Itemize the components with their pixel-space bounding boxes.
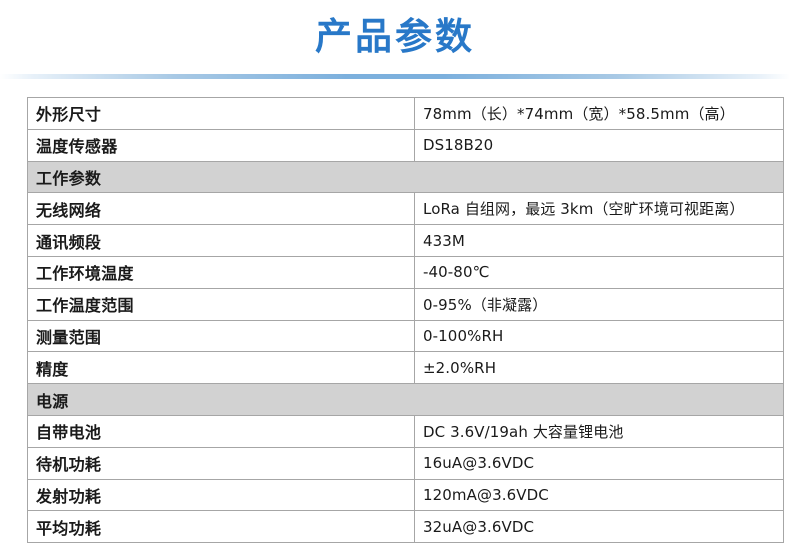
page-title: 产品参数	[315, 15, 475, 58]
spec-row-label: 发射功耗	[27, 478, 415, 512]
spec-table-row: 自带电池 DC 3.6V/19ah 大容量锂电池	[27, 414, 784, 448]
spec-table-row: 平均功耗 32uA@3.6VDC	[27, 510, 784, 543]
spec-table-container: 外形尺寸 78mm（长）*74mm（宽）*58.5mm（高） 温度传感器 DS18B2…	[27, 97, 784, 543]
spec-section-row: 工作参数	[27, 160, 784, 194]
spec-row-value: LoRa 自组网，最远 3km（空旷环境可视距离）	[414, 192, 784, 226]
spec-table-row: 待机功耗 16uA@3.6VDC	[27, 446, 784, 480]
spec-row-label: 平均功耗	[27, 510, 415, 543]
spec-row-value: 433M	[414, 224, 784, 257]
spec-table-row: 温度传感器 DS18B20	[27, 128, 784, 162]
spec-row-value: -40-80℃	[414, 255, 784, 289]
spec-table: 外形尺寸 78mm（长）*74mm（宽）*58.5mm（高） 温度传感器 DS18B2…	[27, 97, 784, 543]
spec-row-label: 待机功耗	[27, 446, 415, 480]
spec-row-label: 工作环境温度	[27, 255, 415, 289]
spec-table-row: 发射功耗 120mA@3.6VDC	[27, 478, 784, 512]
spec-table-row: 外形尺寸 78mm（长）*74mm（宽）*58.5mm（高）	[27, 97, 784, 130]
spec-row-label: 测量范围	[27, 319, 415, 353]
spec-row-label: 无线网络	[27, 192, 415, 226]
spec-table-row: 工作温度范围 0-95%（非凝露）	[27, 287, 784, 321]
spec-row-value: ±2.0%RH	[414, 351, 784, 385]
spec-section-label: 工作参数	[27, 160, 784, 194]
spec-row-value: DS18B20	[414, 128, 784, 162]
spec-section-row: 电源	[27, 383, 784, 416]
spec-row-label: 通讯频段	[27, 224, 415, 257]
spec-row-value: 120mA@3.6VDC	[414, 478, 784, 512]
spec-row-value: 78mm（长）*74mm（宽）*58.5mm（高）	[414, 97, 784, 130]
spec-row-value: DC 3.6V/19ah 大容量锂电池	[414, 414, 784, 448]
spec-row-label: 工作温度范围	[27, 287, 415, 321]
spec-row-value: 32uA@3.6VDC	[414, 510, 784, 543]
spec-table-row: 测量范围 0-100%RH	[27, 319, 784, 353]
spec-row-label: 自带电池	[27, 414, 415, 448]
spec-row-label: 外形尺寸	[27, 97, 415, 130]
spec-table-body: 外形尺寸 78mm（长）*74mm（宽）*58.5mm（高） 温度传感器 DS18B2…	[27, 97, 784, 543]
spec-table-row: 工作环境温度 -40-80℃	[27, 255, 784, 289]
spec-row-label: 温度传感器	[27, 128, 415, 162]
spec-row-value: 0-100%RH	[414, 319, 784, 353]
spec-row-label: 精度	[27, 351, 415, 385]
spec-table-row: 通讯频段 433M	[27, 224, 784, 257]
spec-section-label: 电源	[27, 383, 784, 416]
spec-table-row: 精度 ±2.0%RH	[27, 351, 784, 385]
spec-table-row: 无线网络 LoRa 自组网，最远 3km（空旷环境可视距离）	[27, 192, 784, 226]
spec-row-value: 16uA@3.6VDC	[414, 446, 784, 480]
title-divider	[0, 74, 790, 79]
spec-row-value: 0-95%（非凝露）	[414, 287, 784, 321]
